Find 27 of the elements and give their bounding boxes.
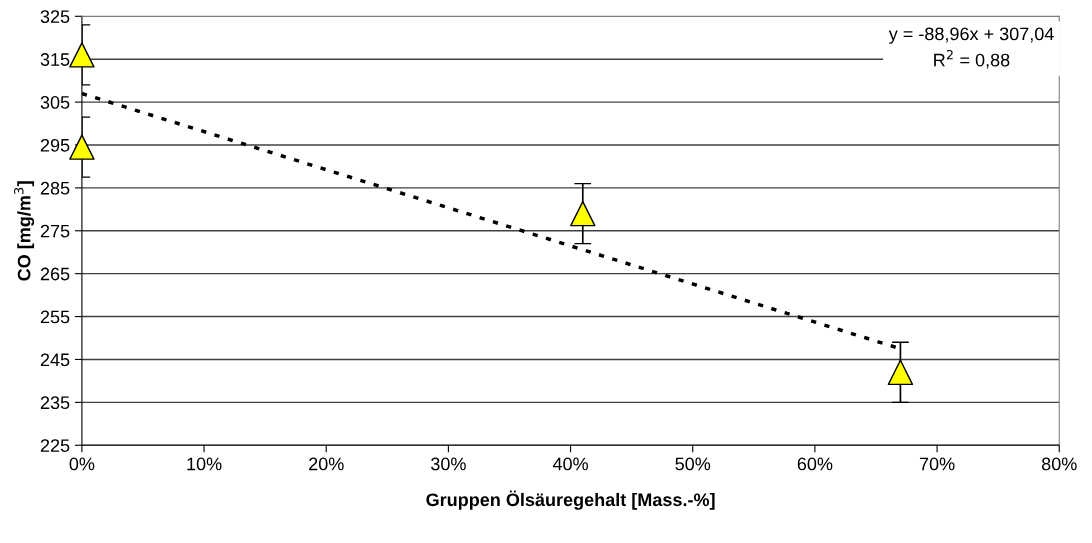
x-tick-label: 30%: [431, 457, 466, 471]
y-tick-label: 265: [40, 267, 70, 281]
point: [69, 42, 95, 68]
y-tick-label: 315: [40, 53, 70, 66]
point: [570, 200, 596, 227]
y-tick-label: 255: [40, 310, 70, 324]
x-tick-label: 10%: [187, 457, 222, 471]
y-tick-label: 325: [40, 10, 70, 24]
point: [887, 359, 914, 386]
y-tick-label: 285: [40, 181, 70, 195]
y-tick-label: 295: [40, 138, 70, 152]
y-tick-label: 275: [40, 224, 70, 238]
x-tick-label: 70%: [919, 457, 955, 471]
x-tick-label: 40%: [552, 457, 588, 471]
y-tick-label: 305: [40, 96, 70, 109]
x-axis-title: Gruppen Ölsäuregehalt [Mass.-%]: [426, 490, 715, 510]
annotation: y = -88,96x + 307,04 R$^{2}$ = 0,88: [888, 27, 1054, 69]
x-tick-label: 60%: [797, 457, 833, 471]
x-tick-label: 20%: [309, 457, 344, 471]
y-tick-label: 235: [40, 396, 70, 410]
x-tick-label: 80%: [1041, 457, 1077, 471]
y-tick-label: 245: [40, 353, 70, 367]
y-axis-title: CO [mg/m$^{3}$]: [14, 181, 35, 281]
x-tick-label: 50%: [675, 457, 711, 471]
y-tick-label: 225: [40, 439, 70, 452]
point: [69, 134, 95, 160]
x-tick-label: 0%: [69, 457, 95, 471]
